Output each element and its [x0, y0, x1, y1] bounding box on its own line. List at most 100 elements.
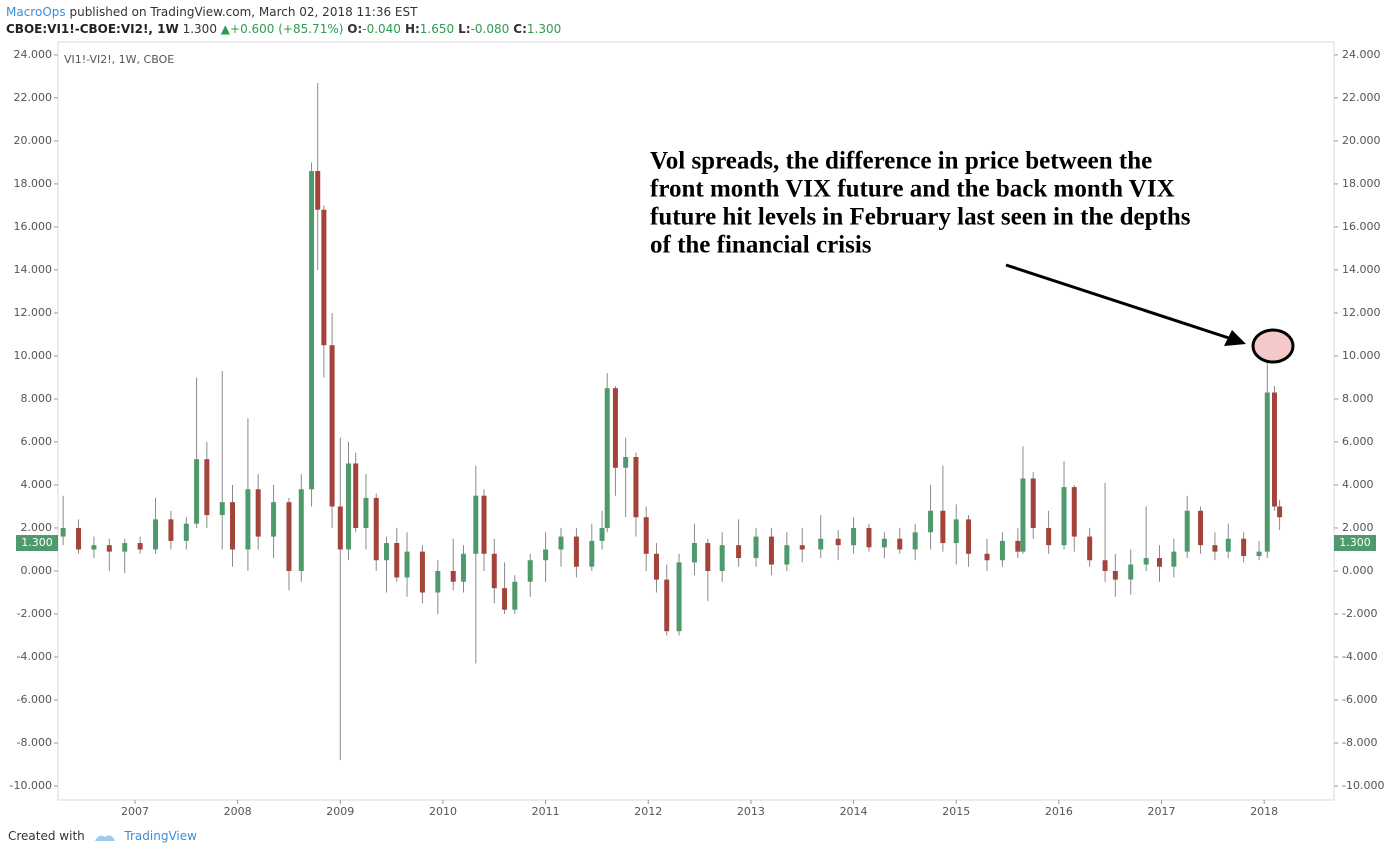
y2-tick-label: 18.000 [1342, 177, 1381, 190]
candle-body [60, 527, 66, 537]
candle-body [999, 540, 1005, 561]
candle-body [321, 209, 327, 346]
candle-body [664, 579, 670, 632]
candle-body [194, 459, 200, 524]
candle-body [866, 527, 872, 548]
candle-body [799, 545, 805, 550]
candle-body [573, 536, 579, 567]
candle-body [353, 463, 359, 528]
candle-body [653, 553, 659, 580]
candle-body [527, 560, 533, 582]
last-price-box [1334, 535, 1376, 552]
y2-tick-label: -8.000 [1342, 736, 1377, 749]
candle-body [705, 543, 711, 571]
y2-tick-label: 10.000 [1342, 349, 1381, 362]
candle-body [543, 549, 549, 561]
candle-body [928, 510, 934, 533]
candle-body [315, 171, 321, 210]
candle-body [1128, 564, 1134, 580]
candle-body [450, 570, 456, 582]
candle-body [183, 523, 189, 541]
candle-body [1020, 478, 1026, 552]
annotation: future hit levels in February last seen … [650, 204, 1191, 231]
candle-body [1156, 558, 1162, 567]
y-tick-label: -2.000 [17, 607, 52, 620]
x-tick-label: 2007 [121, 805, 149, 818]
candle-body [1046, 527, 1052, 546]
y2-tick-label: 16.000 [1342, 220, 1381, 233]
y2-tick-label: 20.000 [1342, 134, 1381, 147]
candle-body [1143, 558, 1149, 565]
candle-body [168, 519, 174, 541]
candle-body [404, 551, 410, 578]
ohlc-value: -0.040 [362, 22, 401, 36]
candle-body [676, 562, 682, 632]
candle-body [460, 553, 466, 582]
published: published on TradingView.com, March 02, … [69, 5, 418, 19]
y-tick-label: 10.000 [14, 349, 53, 362]
candle-body [491, 553, 497, 589]
candle-body [473, 495, 479, 554]
x-tick-label: 2008 [224, 805, 252, 818]
y2-tick-label: 4.000 [1342, 478, 1374, 491]
candle-body [1061, 487, 1067, 546]
candle-body [76, 527, 82, 550]
candle-body [106, 545, 112, 552]
y-tick-label: -4.000 [17, 650, 52, 663]
candle-body [245, 489, 251, 550]
arrow: ▲ [220, 22, 231, 36]
candle-body [1264, 392, 1270, 552]
candle-body [643, 517, 649, 554]
ohlc-key: C: [513, 22, 527, 36]
x-tick-label: 2014 [840, 805, 868, 818]
last: 1.300 [182, 22, 217, 36]
candle-body [612, 388, 618, 468]
candle-body [219, 502, 225, 516]
y-tick-label: 24.000 [14, 48, 53, 61]
x-tick-label: 2017 [1148, 805, 1176, 818]
candle-body [346, 463, 352, 550]
y-tick-label: 18.000 [14, 177, 53, 190]
ohlc-key: L: [458, 22, 471, 36]
candle-body [940, 510, 946, 544]
candle-body [851, 527, 857, 546]
last-price-label: 1.300 [21, 536, 53, 549]
candle-body [153, 519, 159, 550]
candle-body [1030, 478, 1036, 528]
arrow-head [1224, 330, 1246, 346]
logo [94, 834, 115, 841]
y2-tick-label: 0.000 [1342, 564, 1374, 577]
annotation: Vol spreads, the difference in price bet… [650, 148, 1152, 175]
ohlc-value: 1.300 [526, 22, 562, 36]
candle-body [1198, 510, 1204, 546]
x-tick-label: 2009 [326, 805, 354, 818]
candle-body [1102, 560, 1108, 571]
candle-body [122, 543, 128, 552]
y-tick-label: -8.000 [17, 736, 52, 749]
brand[interactable]: TradingView [124, 829, 197, 843]
annotation: of the financial crisis [650, 232, 872, 259]
candle-body [1277, 506, 1283, 518]
header: MacroOps published on TradingView.com, M… [6, 4, 565, 38]
candle-body [286, 502, 292, 571]
candle-body [309, 171, 315, 490]
author[interactable]: MacroOps [6, 5, 66, 19]
candle-body [137, 543, 143, 550]
candle-body [1112, 570, 1118, 580]
candle-body [1271, 392, 1277, 507]
y-tick-label: 2.000 [21, 521, 53, 534]
y2-tick-label: -6.000 [1342, 693, 1377, 706]
candle-body [502, 588, 508, 610]
plot-frame [57, 41, 1335, 801]
x-tick-label: 2011 [532, 805, 560, 818]
last-price-box [16, 535, 58, 552]
candle-body [753, 536, 759, 559]
y-tick-label: 16.000 [14, 220, 53, 233]
y-tick-label: 4.000 [21, 478, 53, 491]
y2-tick-label: 2.000 [1342, 521, 1374, 534]
ohlc-value: 1.650 [419, 22, 455, 36]
candle-body [1241, 538, 1247, 556]
candle-body [204, 459, 210, 516]
x-tick-label: 2018 [1250, 805, 1278, 818]
